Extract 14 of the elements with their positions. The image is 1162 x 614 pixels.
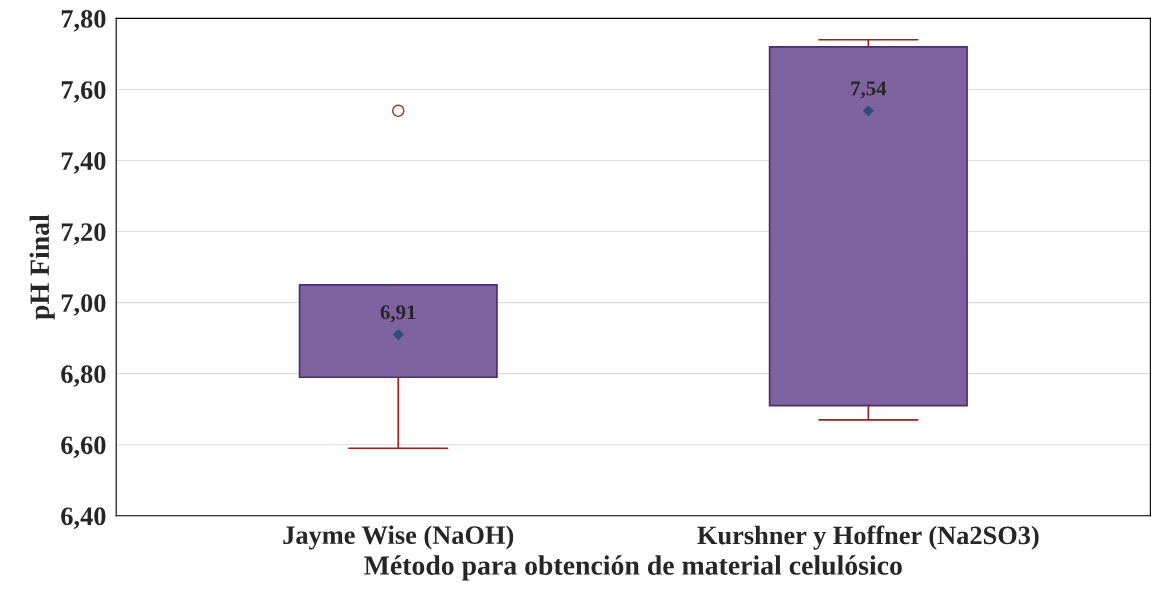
y-tick-label: 6,60 bbox=[61, 436, 106, 458]
x-tick-label: Jayme Wise (NaOH) bbox=[283, 525, 514, 550]
y-tick-label: 6,80 bbox=[61, 365, 106, 387]
y-axis-title: pH Final bbox=[29, 214, 55, 320]
y-tick-label: 7,20 bbox=[61, 223, 106, 245]
y-tick-label: 7,40 bbox=[61, 152, 106, 174]
y-tick-label: 7,80 bbox=[61, 10, 106, 32]
y-tick-label: 7,00 bbox=[61, 294, 106, 316]
y-tick-label: 7,60 bbox=[61, 81, 106, 103]
text: 7,54 bbox=[851, 81, 887, 99]
y-tick-label: 6,40 bbox=[61, 507, 106, 529]
x-tick-label: Kurshner y Hoffner (Na2SO3) bbox=[697, 525, 1039, 550]
text: 6,91 bbox=[380, 305, 416, 323]
x-axis-title: Método para obtención de material celulósico bbox=[364, 555, 902, 581]
